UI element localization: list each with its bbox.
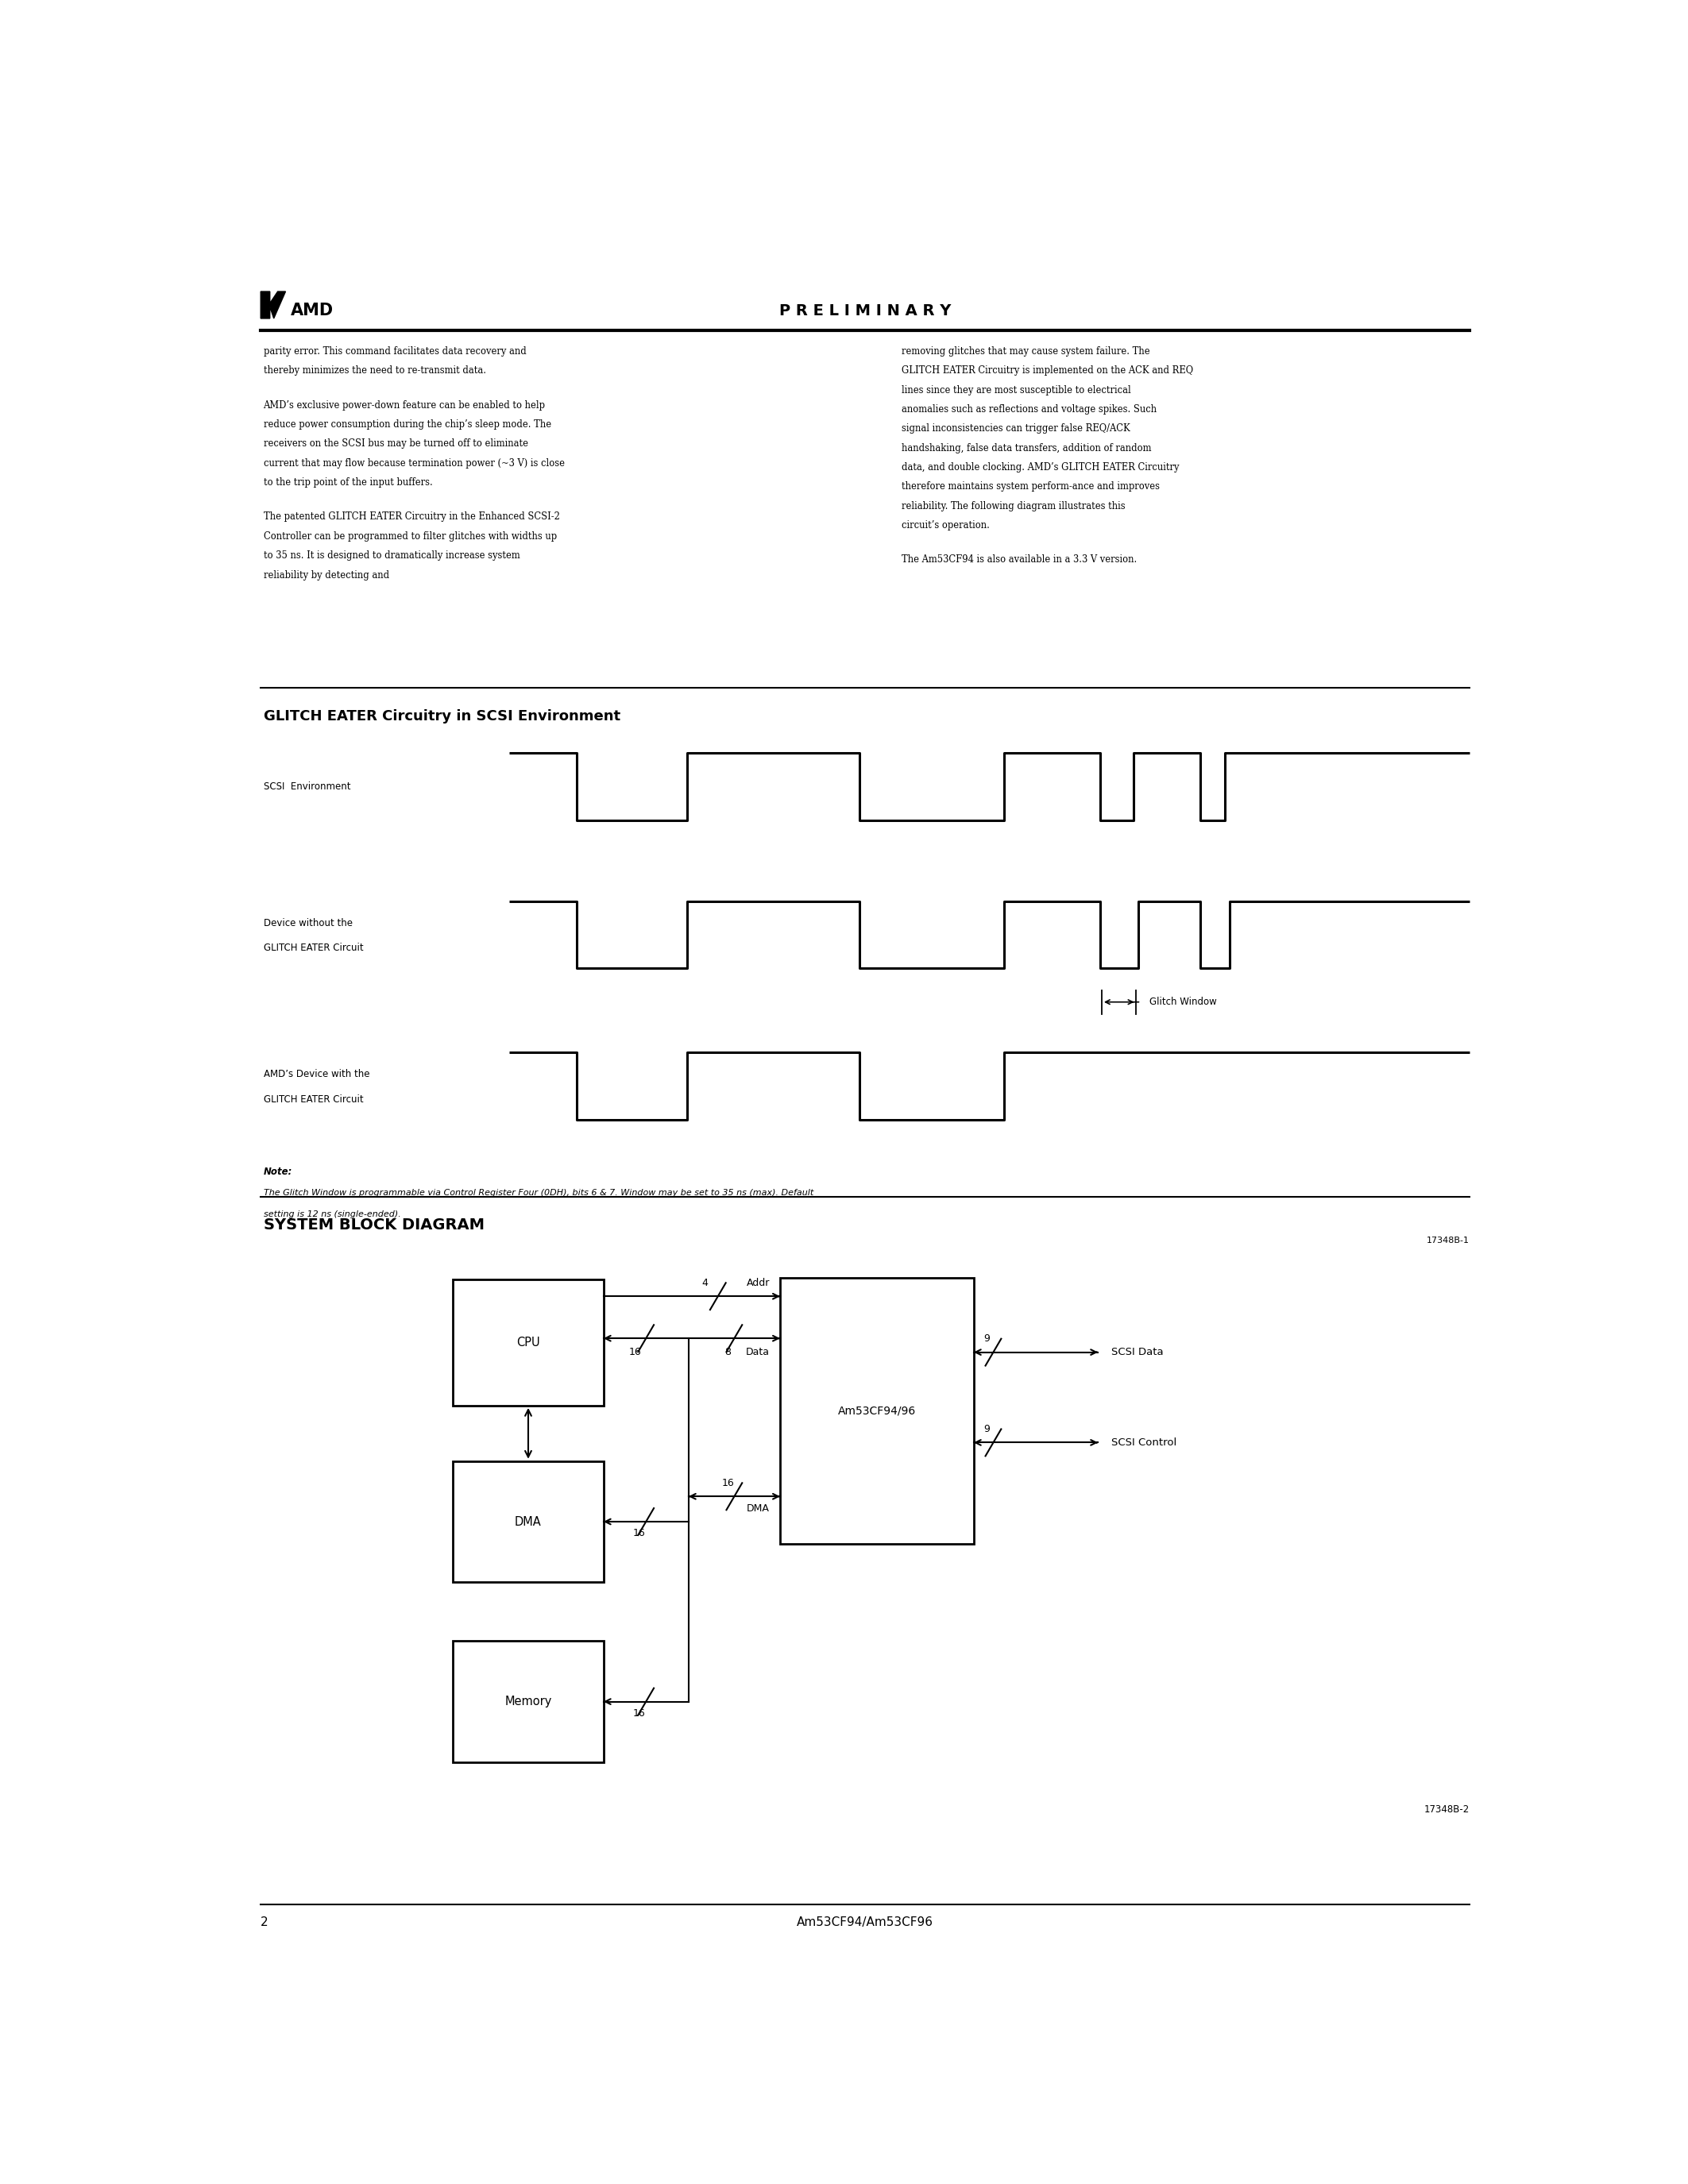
Text: GLITCH EATER Circuitry in SCSI Environment: GLITCH EATER Circuitry in SCSI Environme… [263, 710, 619, 723]
Text: 17348B-1: 17348B-1 [1426, 1236, 1470, 1245]
Text: data, and double clocking. AMD’s GLITCH EATER Circuitry: data, and double clocking. AMD’s GLITCH … [901, 463, 1180, 472]
Text: SCSI Data: SCSI Data [1111, 1348, 1163, 1358]
Text: Memory: Memory [505, 1695, 552, 1708]
Text: 16: 16 [633, 1529, 647, 1540]
Text: CPU: CPU [517, 1337, 540, 1348]
Text: thereby minimizes the need to re-transmit data.: thereby minimizes the need to re-transmi… [263, 365, 486, 376]
Text: reduce power consumption during the chip’s sleep mode. The: reduce power consumption during the chip… [263, 419, 550, 430]
Bar [452, 1640, 604, 1762]
Text: DMA: DMA [515, 1516, 542, 1527]
Text: 9: 9 [984, 1424, 989, 1435]
Text: Am53CF94/96: Am53CF94/96 [837, 1404, 917, 1415]
Text: Note:: Note: [263, 1166, 292, 1177]
Text: The Glitch Window is programmable via Control Register Four (0DH), bits 6 & 7. W: The Glitch Window is programmable via Co… [263, 1188, 814, 1197]
Text: removing glitches that may cause system failure. The: removing glitches that may cause system … [901, 347, 1150, 356]
Text: receivers on the SCSI bus may be turned off to eliminate: receivers on the SCSI bus may be turned … [263, 439, 528, 450]
Polygon shape [260, 290, 285, 319]
Text: Device without the: Device without the [263, 917, 353, 928]
Text: setting is 12 ns (single-ended).: setting is 12 ns (single-ended). [263, 1210, 400, 1219]
Text: to the trip point of the input buffers.: to the trip point of the input buffers. [263, 478, 432, 487]
Text: 16: 16 [630, 1348, 641, 1356]
Text: 16: 16 [633, 1708, 647, 1719]
Text: GLITCH EATER Circuitry is implemented on the ACK and REQ: GLITCH EATER Circuitry is implemented on… [901, 365, 1193, 376]
Text: to 35 ns. It is designed to dramatically increase system: to 35 ns. It is designed to dramatically… [263, 550, 520, 561]
Text: reliability by detecting and: reliability by detecting and [263, 570, 388, 581]
Text: 9: 9 [984, 1334, 989, 1343]
Text: 4: 4 [702, 1278, 707, 1289]
Text: Am53CF94/Am53CF96: Am53CF94/Am53CF96 [797, 1915, 933, 1928]
Text: 17348B-2: 17348B-2 [1425, 1804, 1470, 1815]
Bar [452, 1280, 604, 1406]
Text: GLITCH EATER Circuit: GLITCH EATER Circuit [263, 943, 363, 954]
Text: parity error. This command facilitates data recovery and: parity error. This command facilitates d… [263, 347, 527, 356]
Text: lines since they are most susceptible to electrical: lines since they are most susceptible to… [901, 384, 1131, 395]
Text: circuit’s operation.: circuit’s operation. [901, 520, 989, 531]
Text: reliability. The following diagram illustrates this: reliability. The following diagram illus… [901, 500, 1126, 511]
Text: The Am53CF94 is also available in a 3.3 V version.: The Am53CF94 is also available in a 3.3 … [901, 555, 1138, 566]
Text: handshaking, false data transfers, addition of random: handshaking, false data transfers, addit… [901, 443, 1151, 454]
Text: Controller can be programmed to filter glitches with widths up: Controller can be programmed to filter g… [263, 531, 557, 542]
Text: AMD: AMD [290, 304, 334, 319]
Text: 16: 16 [721, 1479, 734, 1487]
Text: Data: Data [746, 1348, 770, 1356]
Text: AMD’s exclusive power-down feature can be enabled to help: AMD’s exclusive power-down feature can b… [263, 400, 545, 411]
Text: therefore maintains system perform-ance and improves: therefore maintains system perform-ance … [901, 480, 1160, 491]
Text: 2: 2 [260, 1915, 268, 1928]
Text: Glitch Window: Glitch Window [1150, 996, 1217, 1007]
Text: SCSI Control: SCSI Control [1111, 1437, 1177, 1448]
Text: anomalies such as reflections and voltage spikes. Such: anomalies such as reflections and voltag… [901, 404, 1156, 415]
Text: DMA: DMA [746, 1503, 770, 1514]
Text: AMD’s Device with the: AMD’s Device with the [263, 1070, 370, 1079]
Bar [780, 1278, 974, 1544]
Text: 8: 8 [724, 1348, 731, 1356]
Text: current that may flow because termination power (~3 V) is close: current that may flow because terminatio… [263, 459, 564, 467]
Text: GLITCH EATER Circuit: GLITCH EATER Circuit [263, 1094, 363, 1105]
Text: P R E L I M I N A R Y: P R E L I M I N A R Y [780, 304, 950, 319]
Text: SCSI  Environment: SCSI Environment [263, 782, 351, 793]
Bar [452, 1461, 604, 1581]
Text: Addr: Addr [746, 1278, 770, 1289]
Text: signal inconsistencies can trigger false REQ/ACK: signal inconsistencies can trigger false… [901, 424, 1131, 435]
Text: The patented GLITCH EATER Circuitry in the Enhanced SCSI-2: The patented GLITCH EATER Circuitry in t… [263, 511, 559, 522]
Text: SYSTEM BLOCK DIAGRAM: SYSTEM BLOCK DIAGRAM [263, 1216, 484, 1232]
